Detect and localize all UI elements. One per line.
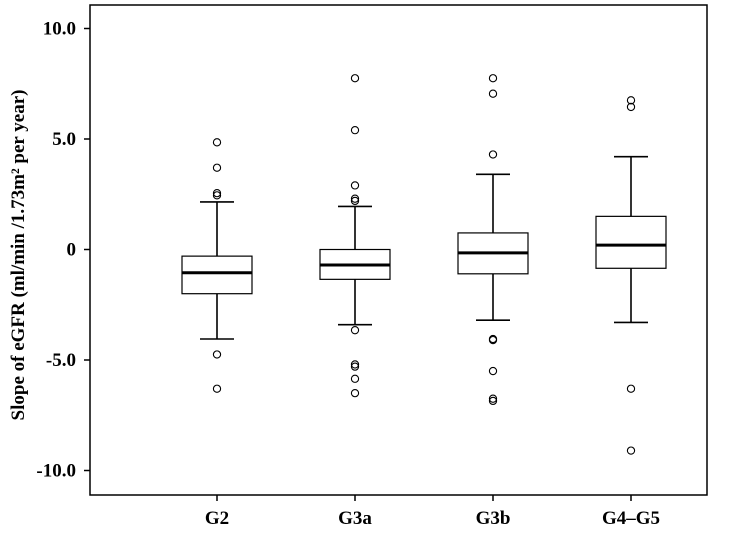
- x-tick-label: G3a: [338, 508, 372, 529]
- x-tick-label: G2: [205, 508, 229, 529]
- outlier-point: [212, 350, 222, 359]
- x-axis: G2 G3a G3b G4–G5: [205, 495, 660, 529]
- outlier-point: [350, 126, 360, 135]
- outlier-point: [350, 388, 360, 398]
- box-series: [181, 74, 667, 455]
- outlier-point: [212, 188, 222, 198]
- outlier-point: [626, 96, 636, 105]
- y-tick-label: -10.0: [36, 461, 76, 482]
- box-group: [319, 74, 391, 398]
- outlier-point: [350, 181, 360, 190]
- iqr-box: [181, 255, 253, 295]
- outlier-point: [212, 384, 222, 393]
- outlier-point: [488, 150, 498, 159]
- outlier-point: [626, 102, 636, 112]
- outlier-point: [488, 89, 498, 98]
- outlier-point: [488, 394, 498, 403]
- outlier-point: [212, 138, 222, 147]
- outlier-point: [488, 74, 498, 83]
- y-tick-label: 5.0: [52, 129, 76, 150]
- outlier-point: [488, 396, 498, 406]
- box-group: [457, 74, 529, 406]
- outlier-point: [626, 446, 636, 455]
- outlier-point: [350, 326, 360, 335]
- outlier-point: [212, 191, 222, 200]
- x-tick-label: G3b: [476, 508, 511, 529]
- x-tick-label: G4–G5: [602, 508, 660, 529]
- y-tick-label: 0: [67, 240, 77, 261]
- outlier-point: [350, 362, 360, 371]
- outlier-point: [212, 163, 222, 172]
- box-group: [181, 138, 253, 393]
- outlier-point: [350, 194, 360, 203]
- outlier-point: [350, 196, 360, 206]
- y-axis-title: Slope of eGFR (ml/min /1.73m² per year): [8, 90, 29, 421]
- outlier-point: [488, 335, 498, 345]
- outlier-point: [350, 74, 360, 83]
- iqr-box: [595, 215, 667, 269]
- outlier-point: [350, 374, 360, 383]
- outlier-point: [488, 366, 498, 376]
- outlier-point: [626, 384, 636, 393]
- box-group: [595, 96, 667, 455]
- y-tick-label: 10.0: [43, 19, 76, 40]
- outlier-point: [350, 360, 360, 369]
- y-axis: 10.0 5.0 0 -5.0 -10.0: [36, 19, 90, 482]
- y-tick-label: -5.0: [46, 350, 76, 371]
